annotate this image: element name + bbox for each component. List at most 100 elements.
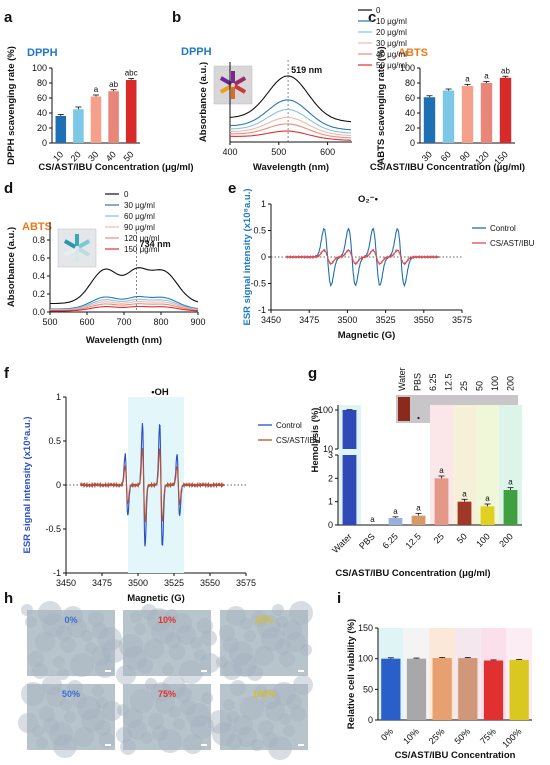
micrograph-label: 25% (255, 615, 273, 625)
cell-texture (166, 609, 178, 621)
y-axis-label: ESR signal intensity (x10⁸a.u.) (242, 189, 253, 326)
peak-annotation: 734 nm (140, 239, 171, 249)
legend-label: 40 μg/ml (376, 50, 407, 59)
significance-label: a (465, 75, 470, 84)
cell-texture (67, 618, 87, 638)
cell-texture (95, 658, 115, 678)
x-tick-label: 3475 (299, 315, 319, 325)
bar (406, 658, 427, 720)
significance-label: a (508, 478, 513, 487)
scale-bar (298, 744, 304, 746)
cell-texture (116, 727, 132, 743)
x-tick-label: 3525 (376, 315, 396, 325)
x-tick-label: 25 (432, 531, 446, 545)
significance-label: a (416, 503, 421, 512)
bar (388, 518, 403, 525)
cell-texture (200, 653, 220, 673)
x-tick-label: 0% (379, 726, 395, 742)
y-tick-label: 0 (42, 138, 47, 148)
cell-texture (32, 725, 44, 737)
y-tick-label: -1 (53, 568, 61, 578)
y-axis-label: ABTS scavenging rate (%) (376, 46, 387, 164)
cell-texture (38, 601, 62, 625)
scale-bar (201, 670, 207, 672)
bar (381, 658, 401, 720)
y-tick-label: -0.5 (250, 279, 266, 289)
x-axis-label: Magnetic (G) (338, 330, 396, 341)
chart-title: O₂⁻• (358, 194, 379, 205)
cell-texture (42, 613, 66, 637)
cell-texture (247, 665, 263, 681)
x-tick-label: 3450 (261, 315, 281, 325)
series-line (230, 130, 352, 141)
cell-texture (123, 646, 147, 670)
y-axis-label: Hemolysis (%) (310, 408, 321, 473)
cell-texture (130, 611, 142, 623)
vial-photo-d (57, 228, 97, 268)
scale-bar (105, 744, 111, 746)
cell-texture (176, 687, 192, 703)
x-tick-label: 400 (222, 147, 237, 157)
y-tick-label: 40 (405, 108, 415, 118)
y-axis-label: DPPH scavenging rate (%) (6, 46, 17, 165)
cell-texture (201, 630, 217, 646)
panel-d-title: ABTS (22, 221, 52, 233)
y-tick-label: 80 (37, 78, 47, 88)
micrograph (27, 610, 115, 676)
bar (434, 478, 449, 525)
cell-texture (120, 739, 136, 755)
x-tick-label: 3575 (236, 578, 256, 588)
cell-texture (28, 651, 44, 667)
cell-texture (158, 729, 182, 753)
cell-texture (244, 630, 256, 642)
y-axis-label: Absorbance (a.u.) (198, 62, 209, 142)
tube-label: 50 (475, 381, 485, 391)
micrograph-label: 75% (158, 689, 176, 699)
cell-texture (119, 634, 143, 658)
micrograph-grid: 0% 10% 25% 50% 75% 100% (18, 601, 313, 760)
cell-texture (96, 697, 108, 709)
x-tick-label: 600 (320, 147, 335, 157)
cell-texture (237, 727, 257, 747)
cell-texture (32, 663, 48, 679)
y-tick-label: 0.5 (253, 226, 266, 236)
legend-label: 0 (376, 6, 381, 15)
bar (442, 90, 455, 143)
x-tick-label: 100% (500, 726, 523, 749)
cell-texture (95, 720, 111, 736)
micrograph (27, 684, 115, 750)
cell-texture (251, 611, 267, 627)
x-axis-label: Magnetic (G) (127, 593, 185, 604)
panel-letter-h: h (4, 590, 13, 607)
significance-label: a (370, 515, 375, 524)
y-tick-label: 0.2 (32, 289, 45, 299)
cell-texture (36, 737, 48, 749)
cell-texture (98, 627, 122, 651)
tube-label: Water (397, 367, 407, 391)
y-axis-label: Absorbance (a.u.) (6, 227, 17, 307)
cell-texture (251, 739, 263, 751)
x-axis-label: CS/AST/IBU Concentration (μg/ml) (370, 162, 525, 173)
y-tick-label: 0 (368, 715, 373, 725)
peak-annotation: 519 nm (291, 65, 322, 75)
bar (342, 455, 357, 525)
cell-texture (169, 706, 181, 718)
cell-texture (25, 616, 37, 628)
y-tick-label: 60 (405, 93, 415, 103)
cell-texture (283, 725, 295, 737)
cell-texture (190, 715, 214, 739)
chart-i: 0 50 100 150 0% 10% 25% 50% 75% 100%CS/AST/IBU Co… (346, 619, 532, 761)
cell-texture (141, 732, 153, 744)
panel-letter-g: g (308, 365, 317, 382)
x-tick-label: 200 (497, 531, 515, 549)
tube-pellet (417, 416, 420, 420)
x-tick-label: 50% (452, 726, 472, 746)
cell-texture (190, 637, 202, 649)
cell-texture (223, 699, 235, 711)
cell-texture (21, 682, 45, 706)
tube-label: 12.5 (444, 373, 454, 391)
cell-texture (35, 632, 55, 652)
cell-texture (81, 630, 93, 642)
legend-label: 90 μg/ml (124, 223, 155, 232)
